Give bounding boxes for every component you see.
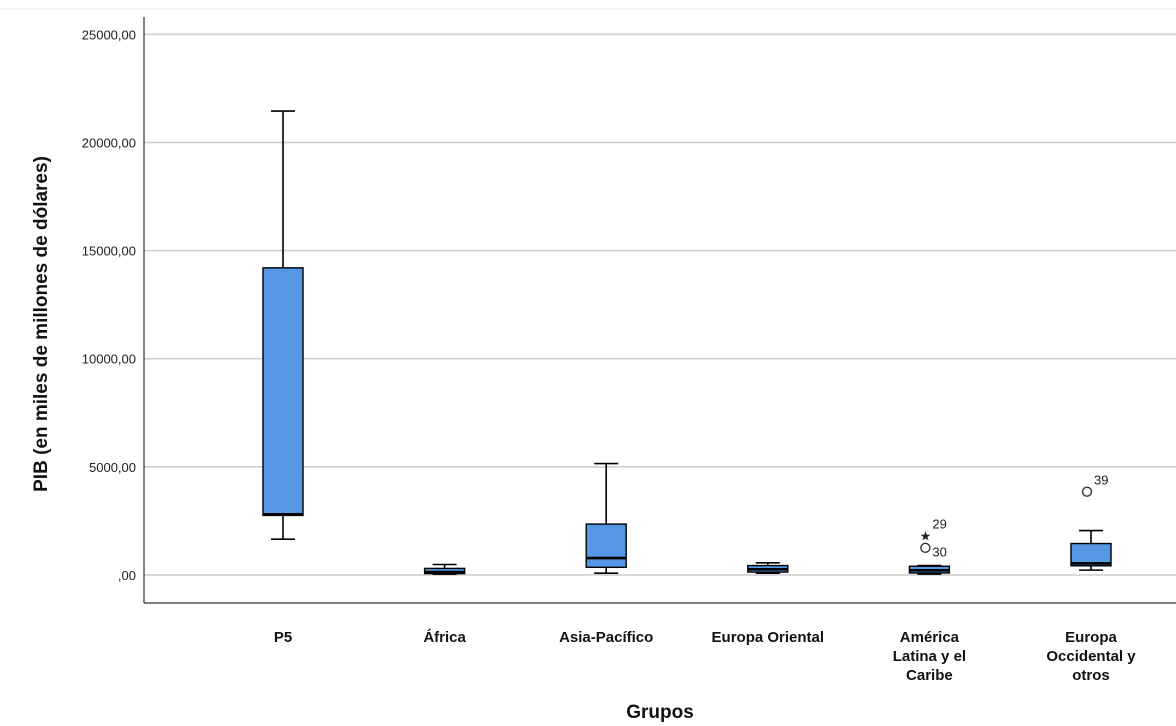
y-tick-label: 5000,00 [89, 460, 136, 475]
outlier-label: 39 [1094, 473, 1108, 488]
box-group [262, 110, 304, 541]
box-group: ★29 30 [908, 517, 951, 575]
outlier-label: 29 [932, 517, 946, 532]
box-group [423, 563, 466, 576]
iqr-box [585, 523, 627, 569]
iqr-box [1070, 542, 1112, 567]
y-axis-title: PIB (en miles de millones de dólares) [31, 156, 52, 492]
x-category-label: Europa [1065, 629, 1117, 646]
x-category-label: Europa Oriental [712, 629, 825, 646]
box-group [585, 462, 627, 574]
iqr-box [262, 267, 304, 517]
y-tick-labels: ,00 5000,00 10000,00 15000,00 20000,00 25000,… [82, 27, 136, 583]
x-category-label: Occidental y [1046, 648, 1136, 665]
x-category-label: P5 [274, 629, 292, 646]
y-tick-label: 15000,00 [82, 244, 136, 259]
box-group: 39 [1070, 473, 1112, 571]
x-axis-title: Grupos [626, 702, 694, 723]
x-category-label: otros [1072, 667, 1110, 684]
x-category-label: Asia-Pacífico [559, 629, 653, 646]
y-tick-label: 10000,00 [82, 352, 136, 367]
outlier-circle [920, 542, 931, 554]
outlier-star: ★ [920, 529, 932, 544]
y-tick-label: 25000,00 [82, 27, 136, 42]
boxes: ★29 30 39 [262, 110, 1112, 576]
x-category-label: América [900, 629, 960, 646]
x-category-label: Latina y el [893, 648, 966, 665]
outlier-label: 30 [932, 545, 946, 560]
y-tick-label: 20000,00 [82, 135, 136, 150]
x-category-label: África [423, 629, 466, 646]
outlier-circle [1081, 486, 1093, 497]
box-group [747, 561, 789, 574]
gridlines [144, 33, 1176, 576]
x-category-label: Caribe [906, 667, 953, 684]
y-tick-label: ,00 [118, 568, 136, 583]
x-category-labels: P5 África Asia-Pacífico Europa Oriental Amér… [274, 629, 1136, 684]
